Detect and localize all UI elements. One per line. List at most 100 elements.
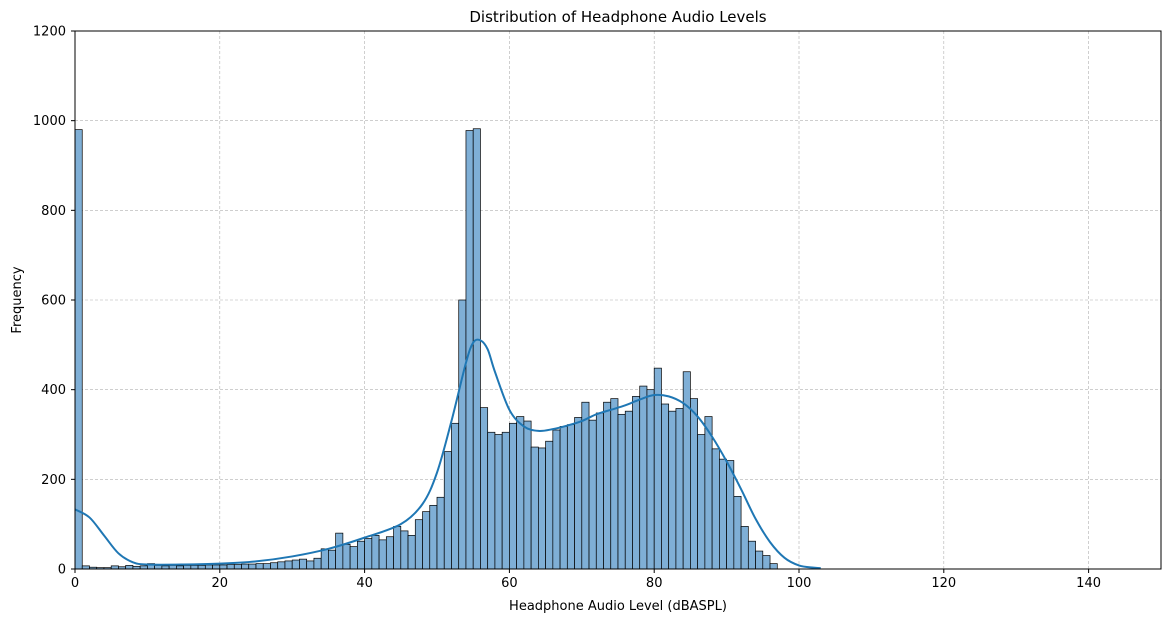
histogram-bar [574, 417, 583, 570]
kde-curve [74, 338, 821, 570]
histogram-bar [299, 558, 308, 570]
histogram-bar [371, 535, 380, 570]
histogram-bar [197, 565, 206, 570]
histogram-bar [747, 540, 756, 570]
y-tick-label-5: 1000 [33, 114, 66, 129]
histogram-bar [458, 299, 467, 570]
histogram-bar [581, 401, 590, 570]
x-tick-label-1: 20 [212, 576, 229, 591]
chart-title: Distribution of Headphone Audio Levels [469, 8, 766, 26]
histogram-bar [661, 403, 670, 570]
histogram-bar [530, 446, 539, 570]
histogram-bar [226, 564, 235, 570]
histogram-bar [733, 496, 742, 570]
histogram-bar [364, 538, 373, 570]
y-tick-label-3: 600 [41, 294, 66, 309]
histogram-bar [566, 424, 575, 570]
histogram-bar [480, 407, 489, 570]
histogram-bar [328, 549, 336, 570]
histogram-bar [219, 564, 228, 570]
histogram-bar [653, 367, 662, 570]
histogram-bar [248, 563, 257, 570]
histogram-bar [472, 128, 481, 570]
histogram-bar [291, 559, 300, 570]
histogram-bar [212, 564, 221, 570]
histogram-bar [559, 426, 568, 570]
x-tick-label-6: 120 [931, 576, 956, 591]
histogram-bar [523, 420, 532, 570]
histogram-bar [436, 496, 445, 570]
x-axis-label: Headphone Audio Level (dBASPL) [509, 599, 727, 614]
histogram-bar [755, 550, 764, 570]
x-tick-label-3: 60 [501, 576, 518, 591]
histogram-bar [233, 564, 242, 570]
histogram-bar [335, 532, 344, 570]
histogram-bar [451, 422, 460, 570]
histogram-bar [646, 389, 655, 570]
histogram-bar [407, 535, 416, 570]
histogram-bar [538, 447, 546, 570]
histogram-bar [682, 371, 691, 570]
histogram-bars [74, 128, 778, 570]
histogram-bar [357, 540, 365, 570]
histogram-bar [603, 401, 612, 570]
histogram-bar [385, 536, 394, 570]
histogram-bar [204, 564, 213, 570]
histogram-bar [697, 434, 706, 570]
histogram-bar [74, 129, 83, 570]
histogram-bar [313, 557, 322, 570]
histogram-bar [501, 431, 510, 570]
histogram-bar [487, 431, 496, 570]
histogram-bar [610, 398, 619, 570]
histogram-bar [509, 422, 517, 570]
histogram-bar [125, 565, 134, 570]
x-tick-label-0: 0 [71, 576, 79, 591]
histogram-bar [675, 408, 684, 570]
histogram-bar [588, 419, 597, 570]
y-tick-label-6: 1200 [33, 25, 66, 40]
histogram-bar [595, 412, 604, 570]
histogram-bar [393, 526, 402, 570]
y-axis-label: Frequency [10, 266, 25, 333]
histogram-bar [690, 398, 698, 570]
histogram-bar [378, 539, 387, 570]
histogram-bar [769, 563, 778, 570]
y-tick-label-4: 800 [41, 204, 66, 219]
histogram-bar [762, 555, 771, 570]
histogram-bar [262, 563, 271, 570]
x-tick-label-2: 40 [356, 576, 373, 591]
x-tick-label-4: 80 [646, 576, 663, 591]
histogram-bar [726, 460, 735, 570]
x-axis-ticks: 0 20 40 60 80 100 120 140 [71, 569, 1101, 591]
x-tick-label-7: 140 [1076, 576, 1101, 591]
histogram-bar [422, 511, 431, 570]
histogram-bar [545, 440, 554, 570]
histogram-bar [443, 451, 452, 570]
histogram-bar [342, 543, 351, 570]
y-tick-label-2: 400 [41, 383, 66, 398]
histogram-bar [414, 519, 423, 570]
histogram-bar [320, 548, 329, 570]
histogram-bar [494, 434, 503, 570]
y-tick-label-0: 0 [58, 563, 66, 578]
histogram-bar [349, 546, 358, 570]
histogram-bar [429, 504, 438, 570]
histogram-bar [624, 410, 633, 570]
histogram-bar [639, 385, 648, 570]
y-tick-label-1: 200 [41, 473, 66, 488]
histogram-bar [719, 458, 727, 570]
histogram-bar [516, 416, 525, 570]
histogram-bar [270, 562, 279, 570]
histogram-bar [241, 563, 250, 570]
histogram-bar [400, 530, 409, 570]
histogram-bar [711, 448, 720, 570]
y-axis-ticks: 0 200 400 600 800 1000 1200 [33, 25, 75, 578]
histogram-bar [617, 413, 626, 570]
histogram-bar [704, 416, 713, 570]
histogram-bar [740, 526, 749, 570]
histogram-bar [668, 410, 677, 570]
histogram-bar [168, 565, 177, 570]
histogram-bar [632, 396, 641, 570]
histogram-bar [552, 429, 561, 570]
